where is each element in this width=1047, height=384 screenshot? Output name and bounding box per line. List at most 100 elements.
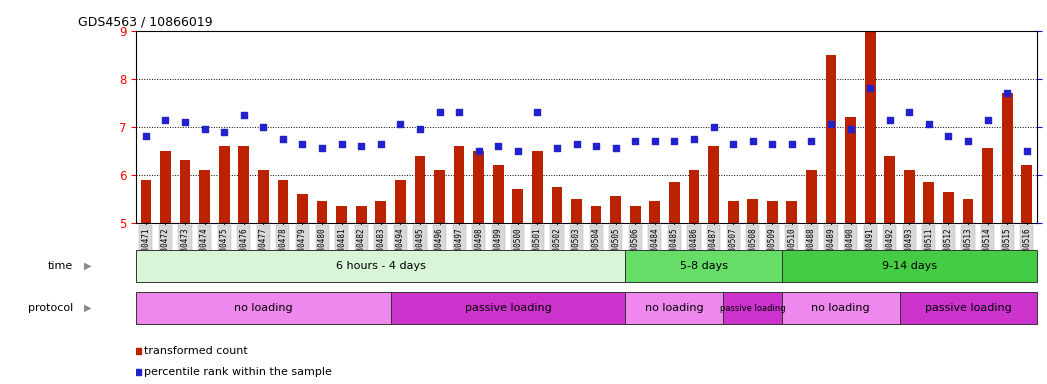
Point [255, 124, 272, 130]
Text: 9-14 days: 9-14 days [882, 261, 937, 271]
Bar [493, 165, 504, 223]
Bar [160, 151, 171, 223]
Bar [904, 170, 915, 223]
Point [587, 143, 604, 149]
Point [764, 141, 781, 147]
Bar [782, 250, 1037, 282]
Point [920, 121, 937, 127]
Bar [356, 206, 366, 223]
Bar [982, 148, 993, 223]
Bar [899, 292, 1037, 324]
Bar [610, 196, 621, 223]
Point [979, 116, 996, 122]
Point [392, 121, 408, 127]
Point [196, 126, 213, 132]
Bar [782, 292, 899, 324]
Point [569, 141, 585, 147]
Point [450, 109, 467, 116]
Bar [625, 292, 723, 324]
Point [353, 143, 370, 149]
Bar [395, 180, 406, 223]
Text: time: time [48, 261, 73, 271]
Text: passive loading: passive loading [465, 303, 552, 313]
Text: GDS4563 / 10866019: GDS4563 / 10866019 [77, 15, 213, 28]
Bar [865, 31, 875, 223]
Point [157, 116, 174, 122]
Bar [140, 180, 151, 223]
Bar [748, 199, 758, 223]
Bar [391, 292, 625, 324]
Point [431, 109, 448, 116]
Text: no loading: no loading [645, 303, 704, 313]
Point [627, 138, 644, 144]
Bar [277, 180, 288, 223]
Bar [415, 156, 425, 223]
Point [960, 138, 977, 144]
Point [803, 138, 820, 144]
Text: 5-8 days: 5-8 days [680, 261, 728, 271]
Point [666, 138, 683, 144]
Point [607, 145, 624, 151]
Point [274, 136, 291, 142]
Bar [136, 250, 625, 282]
Bar [689, 170, 699, 223]
Point [725, 141, 741, 147]
Point [862, 85, 878, 91]
Bar [826, 55, 837, 223]
Point [411, 126, 428, 132]
Bar [923, 182, 934, 223]
Bar [180, 161, 191, 223]
Bar [962, 199, 974, 223]
Bar [1002, 93, 1012, 223]
Point [783, 141, 800, 147]
Bar [336, 206, 347, 223]
Text: no loading: no loading [811, 303, 870, 313]
Point [529, 109, 545, 116]
Point [549, 145, 565, 151]
Text: passive loading: passive loading [925, 303, 1011, 313]
Text: no loading: no loading [235, 303, 293, 313]
Bar [552, 187, 562, 223]
Bar [219, 146, 229, 223]
Point [706, 124, 722, 130]
Bar [591, 206, 601, 223]
Bar [453, 146, 465, 223]
Text: 6 hours - 4 days: 6 hours - 4 days [336, 261, 426, 271]
Point [137, 133, 154, 139]
Bar [512, 189, 524, 223]
Bar [786, 201, 797, 223]
Bar [316, 201, 328, 223]
Text: protocol: protocol [28, 303, 73, 313]
Bar [572, 199, 582, 223]
Point [216, 128, 232, 135]
Bar [885, 156, 895, 223]
Point [510, 148, 527, 154]
Point [490, 143, 507, 149]
Point [177, 119, 194, 125]
Bar [649, 201, 661, 223]
Bar [376, 201, 386, 223]
Bar [435, 170, 445, 223]
Point [686, 136, 703, 142]
Bar [1022, 165, 1032, 223]
Bar [258, 170, 269, 223]
Bar [239, 146, 249, 223]
Point [373, 141, 389, 147]
Point [940, 133, 957, 139]
Point [236, 112, 252, 118]
Bar [669, 182, 680, 223]
Bar [630, 206, 641, 223]
Bar [708, 146, 719, 223]
Bar [806, 170, 817, 223]
Bar [723, 292, 782, 324]
Bar [199, 170, 210, 223]
Point [999, 90, 1016, 96]
Bar [532, 151, 542, 223]
Point [646, 138, 663, 144]
Text: ▶: ▶ [84, 303, 91, 313]
Bar [473, 151, 484, 223]
Bar [297, 194, 308, 223]
Text: ▶: ▶ [84, 261, 91, 271]
Bar [625, 250, 782, 282]
Point [882, 116, 898, 122]
